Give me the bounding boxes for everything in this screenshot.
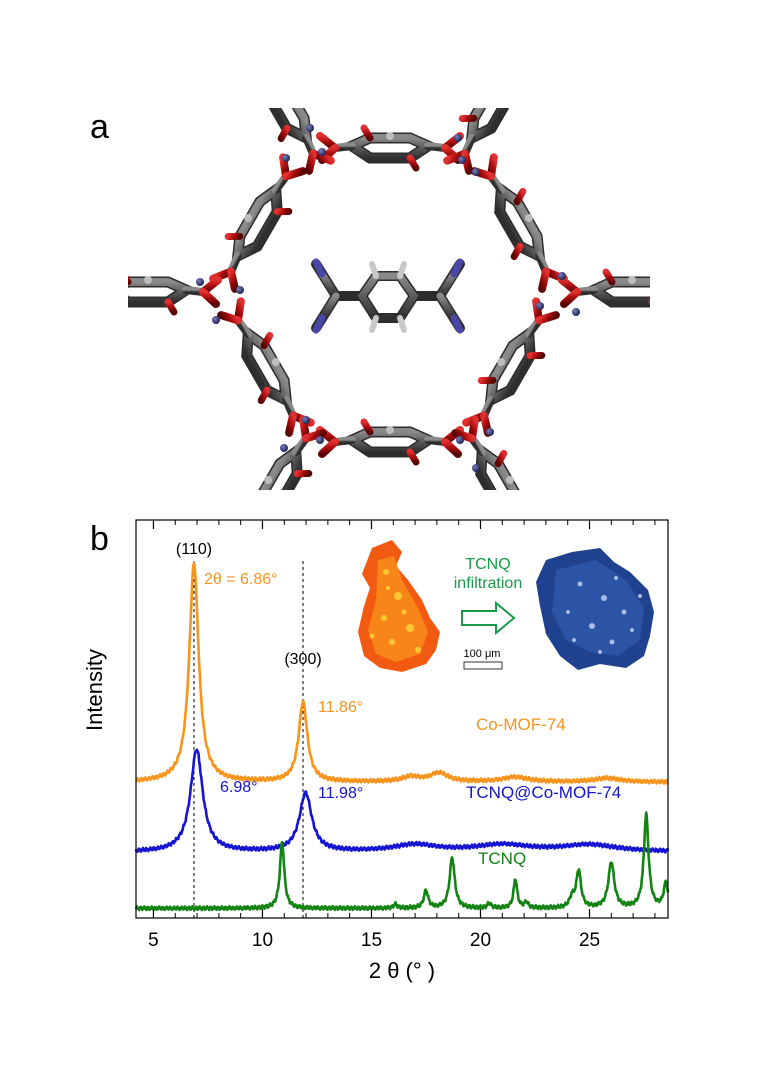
x-tick-label: 25 xyxy=(579,930,600,951)
x-tick-label: 10 xyxy=(252,930,273,951)
co-peak1-label: 2θ = 6.86° xyxy=(204,571,278,588)
arrow-label-line1: TCNQ xyxy=(465,556,510,573)
series-line-2 xyxy=(134,748,670,854)
x-tick-label: 15 xyxy=(361,930,382,951)
panel-b-label: b xyxy=(90,520,109,558)
inset-images: TCNQ infiltration 100 μm xyxy=(358,540,654,672)
infiltration-arrow-icon xyxy=(461,600,516,636)
x-tick-label: 20 xyxy=(470,930,491,951)
tcnq-mof-peak2-label: 11.98° xyxy=(318,785,363,802)
plot-frame xyxy=(135,519,669,919)
arrow-label-line2: infiltration xyxy=(454,575,522,592)
series-line-1 xyxy=(134,561,669,785)
mof-structure-illustration xyxy=(0,0,763,500)
series-label-co-mof: Co-MOF-74 xyxy=(476,715,566,734)
series-label-tcnq: TCNQ xyxy=(478,849,526,868)
scale-bar-label: 100 μm xyxy=(464,648,501,660)
x-tick-label: 5 xyxy=(148,930,159,951)
hkl-300-label: (300) xyxy=(284,651,321,668)
series-line-3 xyxy=(134,811,670,912)
x-axis-label: 2 θ (° ) xyxy=(369,958,435,983)
panel-a-label: a xyxy=(90,108,109,146)
hkl-110-label: (110) xyxy=(176,541,212,558)
tcnq-mof-peak1-label: 6.98° xyxy=(220,779,258,796)
y-axis-label: Intensity xyxy=(82,649,107,731)
co-peak2-label: 11.86° xyxy=(318,699,363,716)
tcnq-molecule xyxy=(311,258,465,334)
scale-bar xyxy=(463,661,503,670)
series-label-tcnq-mof: TCNQ@Co-MOF-74 xyxy=(466,783,621,802)
